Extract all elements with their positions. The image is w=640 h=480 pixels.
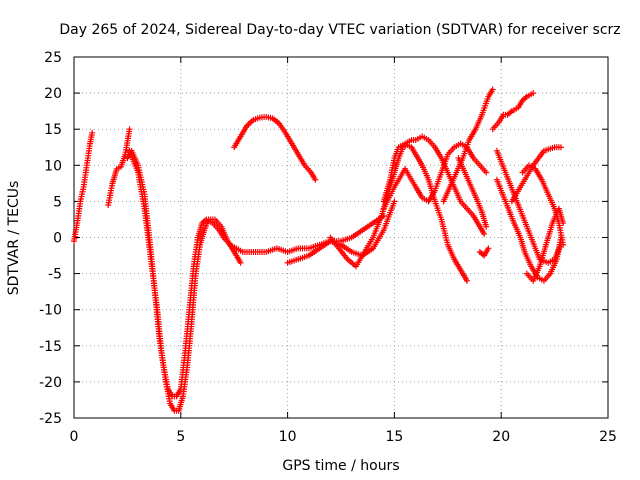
data-point — [481, 230, 488, 237]
series-arc-11 — [455, 155, 490, 230]
data-point — [126, 126, 133, 133]
series-arc-15 — [493, 176, 565, 284]
series-arc-13 — [489, 90, 537, 133]
x-tick-label: 0 — [70, 429, 79, 445]
data-point — [489, 86, 496, 93]
data-point — [558, 144, 565, 151]
x-tick-label: 25 — [599, 429, 617, 445]
y-tick-label: 25 — [44, 50, 62, 66]
data-point — [530, 90, 537, 97]
y-tick-label: 0 — [53, 231, 62, 247]
y-tick-label: -10 — [39, 303, 62, 319]
data-point — [483, 223, 490, 230]
data-point — [391, 198, 398, 205]
x-axis-label: GPS time / hours — [282, 458, 399, 474]
series-arc-04 — [126, 147, 244, 414]
x-tick-label: 20 — [492, 429, 510, 445]
x-tick-label: 15 — [385, 429, 403, 445]
data-point — [237, 259, 244, 266]
y-tick-label: -15 — [39, 339, 62, 355]
series-arc-09 — [380, 140, 490, 212]
data-point — [464, 277, 471, 284]
x-tick-label: 5 — [176, 429, 185, 445]
data-point — [312, 176, 319, 183]
y-tick-label: 5 — [53, 194, 62, 210]
series-arc-08 — [380, 133, 488, 237]
x-tick-label: 10 — [279, 429, 297, 445]
series-arc-18 — [523, 205, 567, 284]
series-arc-03 — [124, 147, 387, 400]
data-point — [560, 241, 567, 248]
series-arc-05 — [231, 113, 319, 183]
series-arc-12 — [476, 245, 492, 259]
series-arc-10 — [440, 86, 496, 205]
series-arc-01 — [71, 129, 96, 245]
y-tick-label: 10 — [44, 158, 62, 174]
data-point — [89, 129, 96, 136]
data-point — [483, 169, 490, 176]
y-tick-label: -25 — [39, 411, 62, 427]
y-tick-label: -20 — [39, 375, 62, 391]
y-axis-label: SDTVAR / TECUs — [6, 181, 22, 296]
series-arc-14 — [493, 147, 565, 266]
series-arc-06 — [284, 198, 398, 266]
y-tick-label: 15 — [44, 122, 62, 138]
grid — [74, 57, 608, 418]
y-tick-label: 20 — [44, 86, 62, 102]
data-point — [485, 245, 492, 252]
series-arc-07 — [327, 142, 471, 284]
series-arc-02 — [105, 126, 133, 209]
y-tick-label: -5 — [48, 267, 62, 283]
data-point — [560, 220, 567, 227]
data-marks — [71, 86, 567, 414]
ticks: 0 5 10 15 20 25 25 20 15 10 5 0 -5 -10 -15 -20 -25 — [39, 50, 617, 445]
chart-title: Day 265 of 2024, Sidereal Day-to-day VTE… — [59, 22, 620, 38]
